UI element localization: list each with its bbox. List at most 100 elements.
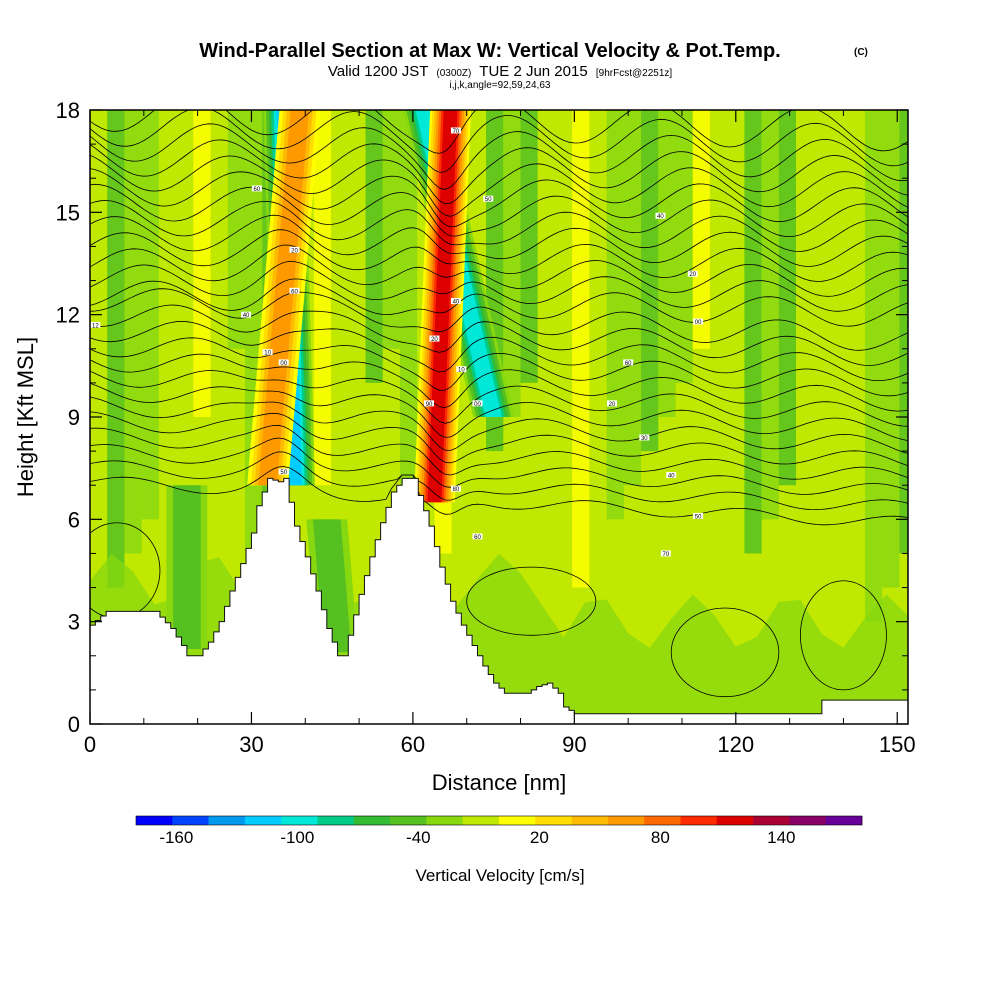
plot-area: 12 60 40 10 00 20 60 50 70 50 40 20 10 00 90 80 60 40 20 00…: [90, 110, 908, 724]
field-band: [176, 110, 194, 452]
isentrope: [90, 353, 908, 412]
contour-label: 60: [623, 359, 634, 367]
field-band: [830, 110, 848, 383]
colorbar-swatch: [716, 816, 754, 825]
svg-text:10: 10: [264, 351, 271, 357]
contour-label: 00: [278, 359, 289, 367]
colorbar-swatch: [244, 816, 282, 825]
field-band: [348, 110, 366, 417]
x-tick-label: 0: [84, 732, 96, 757]
contour-label: 70: [660, 550, 671, 558]
colorbar-swatch: [462, 816, 500, 825]
svg-text:60: 60: [253, 187, 260, 193]
isentrope: [90, 110, 908, 173]
contour-labels: 12 60 40 10 00 20 60 50 70 50 40 20 10 00 90 80 60 40 20 00…: [90, 127, 704, 558]
contour-label: 40: [655, 212, 666, 220]
svg-text:70: 70: [662, 552, 669, 558]
isentrope: [90, 123, 908, 190]
colorbar-swatch: [390, 816, 427, 825]
svg-text:10: 10: [458, 368, 465, 374]
chart-title-mark: (C): [854, 47, 868, 58]
colorbar-frame: [135, 815, 863, 826]
field-band: [554, 110, 573, 622]
isentrope: [90, 437, 908, 495]
isentrope: [90, 244, 908, 297]
contour-label: 20: [289, 246, 300, 254]
svg-text:40: 40: [243, 313, 250, 319]
svg-text:60: 60: [291, 289, 298, 295]
isentrope: [90, 396, 908, 454]
isentrope: [90, 139, 908, 205]
contour-label: 00: [693, 318, 704, 326]
field-band: [90, 110, 108, 622]
isentrope: [90, 288, 908, 351]
colorbar-tick-label: 80: [651, 828, 670, 847]
field-band: [658, 110, 676, 417]
svg-text:40: 40: [668, 473, 675, 479]
field-band: [227, 110, 245, 349]
isentrope: [90, 183, 908, 238]
colorbar-swatch: [499, 816, 536, 825]
field-band: [606, 110, 624, 520]
svg-text:20: 20: [609, 402, 616, 408]
closed-contour: [670, 607, 780, 698]
contour-label: 50: [693, 512, 704, 520]
colorbar-tick-label: -100: [280, 828, 314, 847]
y-tick-label: 12: [56, 303, 80, 328]
svg-text:70: 70: [453, 129, 460, 135]
colorbar-swatch: [789, 816, 826, 825]
closed-contour: [466, 566, 597, 636]
field-band: [589, 110, 607, 554]
field-band: [158, 110, 177, 486]
isentrope: [90, 278, 908, 327]
svg-text:80: 80: [453, 487, 460, 493]
svg-text:50: 50: [485, 197, 492, 203]
colorbar-swatch: [136, 816, 173, 825]
field-band: [744, 110, 762, 554]
svg-text:90: 90: [426, 402, 433, 408]
field-band: [727, 110, 745, 588]
contour-label: 20: [687, 270, 698, 278]
field-band: [778, 110, 797, 486]
contour-label: 20: [607, 400, 618, 408]
field-band: [675, 110, 693, 383]
colorbar-swatch: [535, 816, 572, 825]
svg-text:20: 20: [431, 337, 438, 343]
isentrope: [90, 200, 908, 252]
colorbar: [135, 815, 863, 826]
field-band: [623, 110, 642, 486]
field-band: [709, 110, 728, 622]
contour-label: 50: [278, 468, 289, 476]
subtitle-fcst: [9hrFcst@2251z]: [596, 68, 673, 79]
subtitle-utc: (0300Z): [436, 68, 471, 79]
chart-subtitle: Valid 1200 JST (0300Z) TUE 2 Jun 2015 [9…: [328, 63, 673, 80]
isentrope: [90, 214, 908, 267]
contour-label: 90: [424, 400, 435, 408]
svg-text:40: 40: [657, 214, 664, 220]
svg-text:60: 60: [625, 361, 632, 367]
colorbar-swatch: [426, 816, 463, 825]
colorbar-ticks: -160 -100 -40 20 80 140: [159, 828, 795, 847]
x-tick-label: 90: [562, 732, 586, 757]
field-band: [313, 110, 332, 486]
field-band: [244, 110, 263, 622]
field-band: [124, 110, 142, 554]
isentrope: [90, 411, 908, 467]
field-band: [692, 110, 710, 349]
field-band: [847, 110, 865, 349]
field-band: [107, 110, 125, 588]
colorbar-tick-label: 20: [530, 828, 549, 847]
x-axis: 0 30 60 90 120 150: [84, 110, 916, 757]
contour-label: 20: [429, 335, 440, 343]
y-tick-label: 3: [68, 610, 80, 635]
contour-label: 60: [251, 185, 262, 193]
colorbar-swatch: [353, 816, 391, 825]
field-band: [572, 110, 590, 588]
colorbar-swatch: [607, 816, 645, 825]
svg-text:50: 50: [695, 514, 702, 520]
field-band: [899, 110, 908, 554]
colorbar-swatch: [208, 816, 246, 825]
y-tick-label: 15: [56, 200, 80, 225]
contour-label: 40: [450, 298, 461, 306]
